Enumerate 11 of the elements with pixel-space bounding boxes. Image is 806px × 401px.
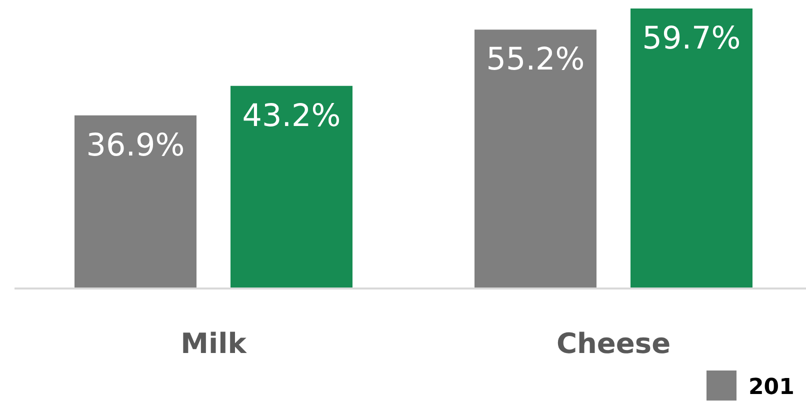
bar	[74, 115, 196, 288]
bar	[474, 30, 596, 288]
bar	[230, 86, 352, 288]
legend-label: 201	[748, 375, 794, 400]
data-label: 55.2%	[486, 42, 585, 78]
x-tick-label: Cheese	[556, 327, 671, 360]
data-label: 36.9%	[86, 127, 185, 164]
x-tick-label: Milk	[180, 327, 248, 360]
data-label: 43.2%	[242, 98, 341, 134]
data-label: 59.7%	[642, 20, 741, 56]
bar	[630, 8, 752, 288]
